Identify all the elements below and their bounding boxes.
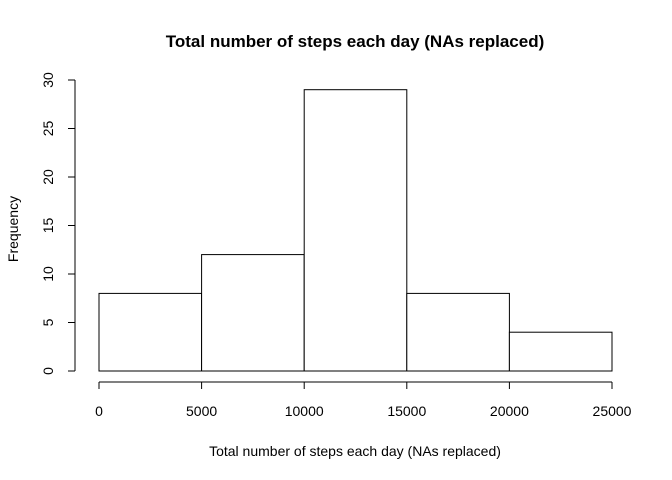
y-axis-label: Frequency xyxy=(5,196,21,262)
x-tick-label: 20000 xyxy=(490,403,529,419)
x-tick-label: 5000 xyxy=(186,403,217,419)
chart-title: Total number of steps each day (NAs repl… xyxy=(166,32,545,51)
x-axis-label: Total number of steps each day (NAs repl… xyxy=(209,443,501,459)
x-tick-label: 25000 xyxy=(593,403,632,419)
y-tick-label: 30 xyxy=(40,72,56,88)
histogram-bar-2 xyxy=(303,89,408,372)
y-tick-label: 15 xyxy=(40,218,56,234)
x-tick-label: 10000 xyxy=(285,403,324,419)
histogram-bar-1 xyxy=(201,254,305,372)
x-tick-label: 0 xyxy=(95,403,103,419)
bars-group xyxy=(98,89,613,372)
y-axis: 0 5 10 15 20 25 30 xyxy=(40,72,76,375)
histogram-bar-3 xyxy=(406,292,510,372)
y-tick-label: 20 xyxy=(40,169,56,185)
x-tick-label: 15000 xyxy=(387,403,426,419)
x-axis: 0 5000 10000 15000 20000 25000 xyxy=(95,381,632,419)
histogram-bar-4 xyxy=(508,331,613,372)
y-tick-label: 5 xyxy=(40,318,56,326)
y-tick-label: 25 xyxy=(40,121,56,137)
y-tick-label: 10 xyxy=(40,266,56,282)
y-tick-label: 0 xyxy=(40,367,56,375)
histogram-bar-0 xyxy=(98,292,203,372)
